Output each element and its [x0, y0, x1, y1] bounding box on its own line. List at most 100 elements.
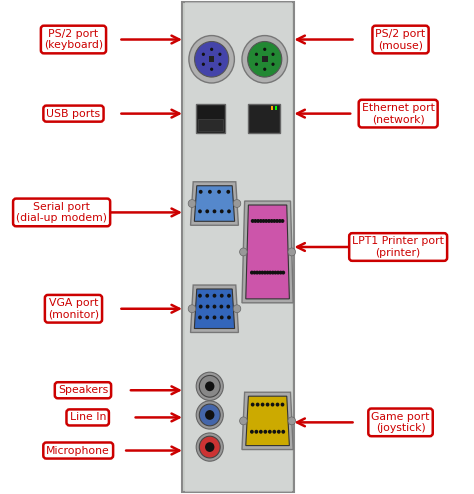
Bar: [274, 106, 277, 110]
Circle shape: [198, 294, 202, 298]
Circle shape: [247, 41, 282, 77]
Circle shape: [281, 403, 284, 407]
Circle shape: [188, 200, 196, 207]
Circle shape: [288, 248, 296, 256]
Circle shape: [239, 248, 247, 256]
Circle shape: [227, 294, 231, 298]
Circle shape: [271, 403, 274, 407]
Bar: [271, 106, 273, 110]
Text: USB ports: USB ports: [46, 109, 100, 119]
Text: VGA port
(monitor): VGA port (monitor): [48, 298, 99, 320]
Circle shape: [279, 271, 283, 275]
Circle shape: [275, 219, 279, 223]
Circle shape: [264, 430, 267, 434]
Circle shape: [268, 271, 272, 275]
Circle shape: [272, 63, 274, 66]
Circle shape: [227, 316, 231, 320]
Polygon shape: [242, 201, 293, 303]
Circle shape: [256, 219, 260, 223]
Circle shape: [254, 219, 257, 223]
Circle shape: [273, 271, 277, 275]
Circle shape: [264, 219, 268, 223]
Polygon shape: [194, 289, 235, 329]
Circle shape: [239, 417, 247, 425]
Circle shape: [261, 403, 264, 407]
Bar: [196, 104, 226, 133]
Circle shape: [242, 36, 287, 83]
Circle shape: [188, 305, 196, 313]
Circle shape: [199, 404, 220, 426]
Bar: [262, 56, 267, 62]
Circle shape: [251, 219, 255, 223]
Circle shape: [259, 430, 263, 434]
FancyBboxPatch shape: [182, 2, 294, 492]
Text: LPT1 Printer port
(printer): LPT1 Printer port (printer): [352, 236, 444, 258]
Circle shape: [196, 401, 223, 429]
Circle shape: [262, 219, 265, 223]
Circle shape: [205, 209, 209, 213]
Circle shape: [233, 200, 241, 207]
Circle shape: [281, 219, 284, 223]
Text: Microphone: Microphone: [46, 446, 110, 455]
Circle shape: [255, 430, 258, 434]
Circle shape: [282, 271, 285, 275]
Circle shape: [202, 53, 205, 56]
Circle shape: [233, 305, 241, 313]
Circle shape: [276, 271, 280, 275]
Text: Serial port
(dial-up modem): Serial port (dial-up modem): [16, 202, 107, 223]
Circle shape: [205, 410, 214, 420]
Circle shape: [263, 271, 267, 275]
Circle shape: [212, 209, 216, 213]
Circle shape: [205, 316, 209, 320]
Polygon shape: [242, 392, 293, 450]
Circle shape: [220, 316, 224, 320]
Circle shape: [219, 53, 221, 56]
Circle shape: [259, 219, 263, 223]
Text: PS/2 port
(keyboard): PS/2 port (keyboard): [44, 29, 103, 50]
Circle shape: [250, 271, 254, 275]
Polygon shape: [191, 285, 238, 332]
Circle shape: [256, 403, 260, 407]
Circle shape: [270, 219, 273, 223]
Circle shape: [205, 294, 209, 298]
Circle shape: [288, 417, 296, 425]
Circle shape: [263, 47, 266, 51]
Circle shape: [253, 271, 256, 275]
Circle shape: [205, 381, 214, 391]
Text: PS/2 port
(mouse): PS/2 port (mouse): [375, 29, 426, 50]
Circle shape: [212, 316, 216, 320]
Circle shape: [199, 436, 220, 458]
Polygon shape: [246, 396, 289, 446]
Circle shape: [265, 271, 269, 275]
Circle shape: [205, 442, 214, 452]
Circle shape: [258, 271, 262, 275]
Circle shape: [194, 41, 228, 77]
Circle shape: [219, 305, 223, 309]
Circle shape: [198, 209, 202, 213]
Circle shape: [263, 68, 266, 71]
Circle shape: [210, 47, 213, 51]
Circle shape: [212, 294, 216, 298]
Circle shape: [271, 271, 275, 275]
Text: Speakers: Speakers: [58, 385, 108, 395]
Circle shape: [227, 305, 230, 309]
Circle shape: [212, 305, 216, 309]
Bar: [198, 119, 223, 131]
Circle shape: [227, 190, 230, 194]
Circle shape: [206, 305, 210, 309]
Circle shape: [189, 36, 234, 83]
Circle shape: [217, 190, 221, 194]
Bar: [247, 104, 280, 133]
Circle shape: [199, 190, 202, 194]
Bar: [185, 2, 292, 492]
Circle shape: [251, 403, 255, 407]
Circle shape: [255, 63, 258, 66]
Circle shape: [199, 375, 220, 397]
Circle shape: [267, 219, 271, 223]
Circle shape: [208, 190, 212, 194]
Polygon shape: [191, 182, 238, 225]
Circle shape: [282, 430, 285, 434]
Circle shape: [219, 63, 221, 66]
Circle shape: [250, 430, 254, 434]
Circle shape: [275, 403, 279, 407]
